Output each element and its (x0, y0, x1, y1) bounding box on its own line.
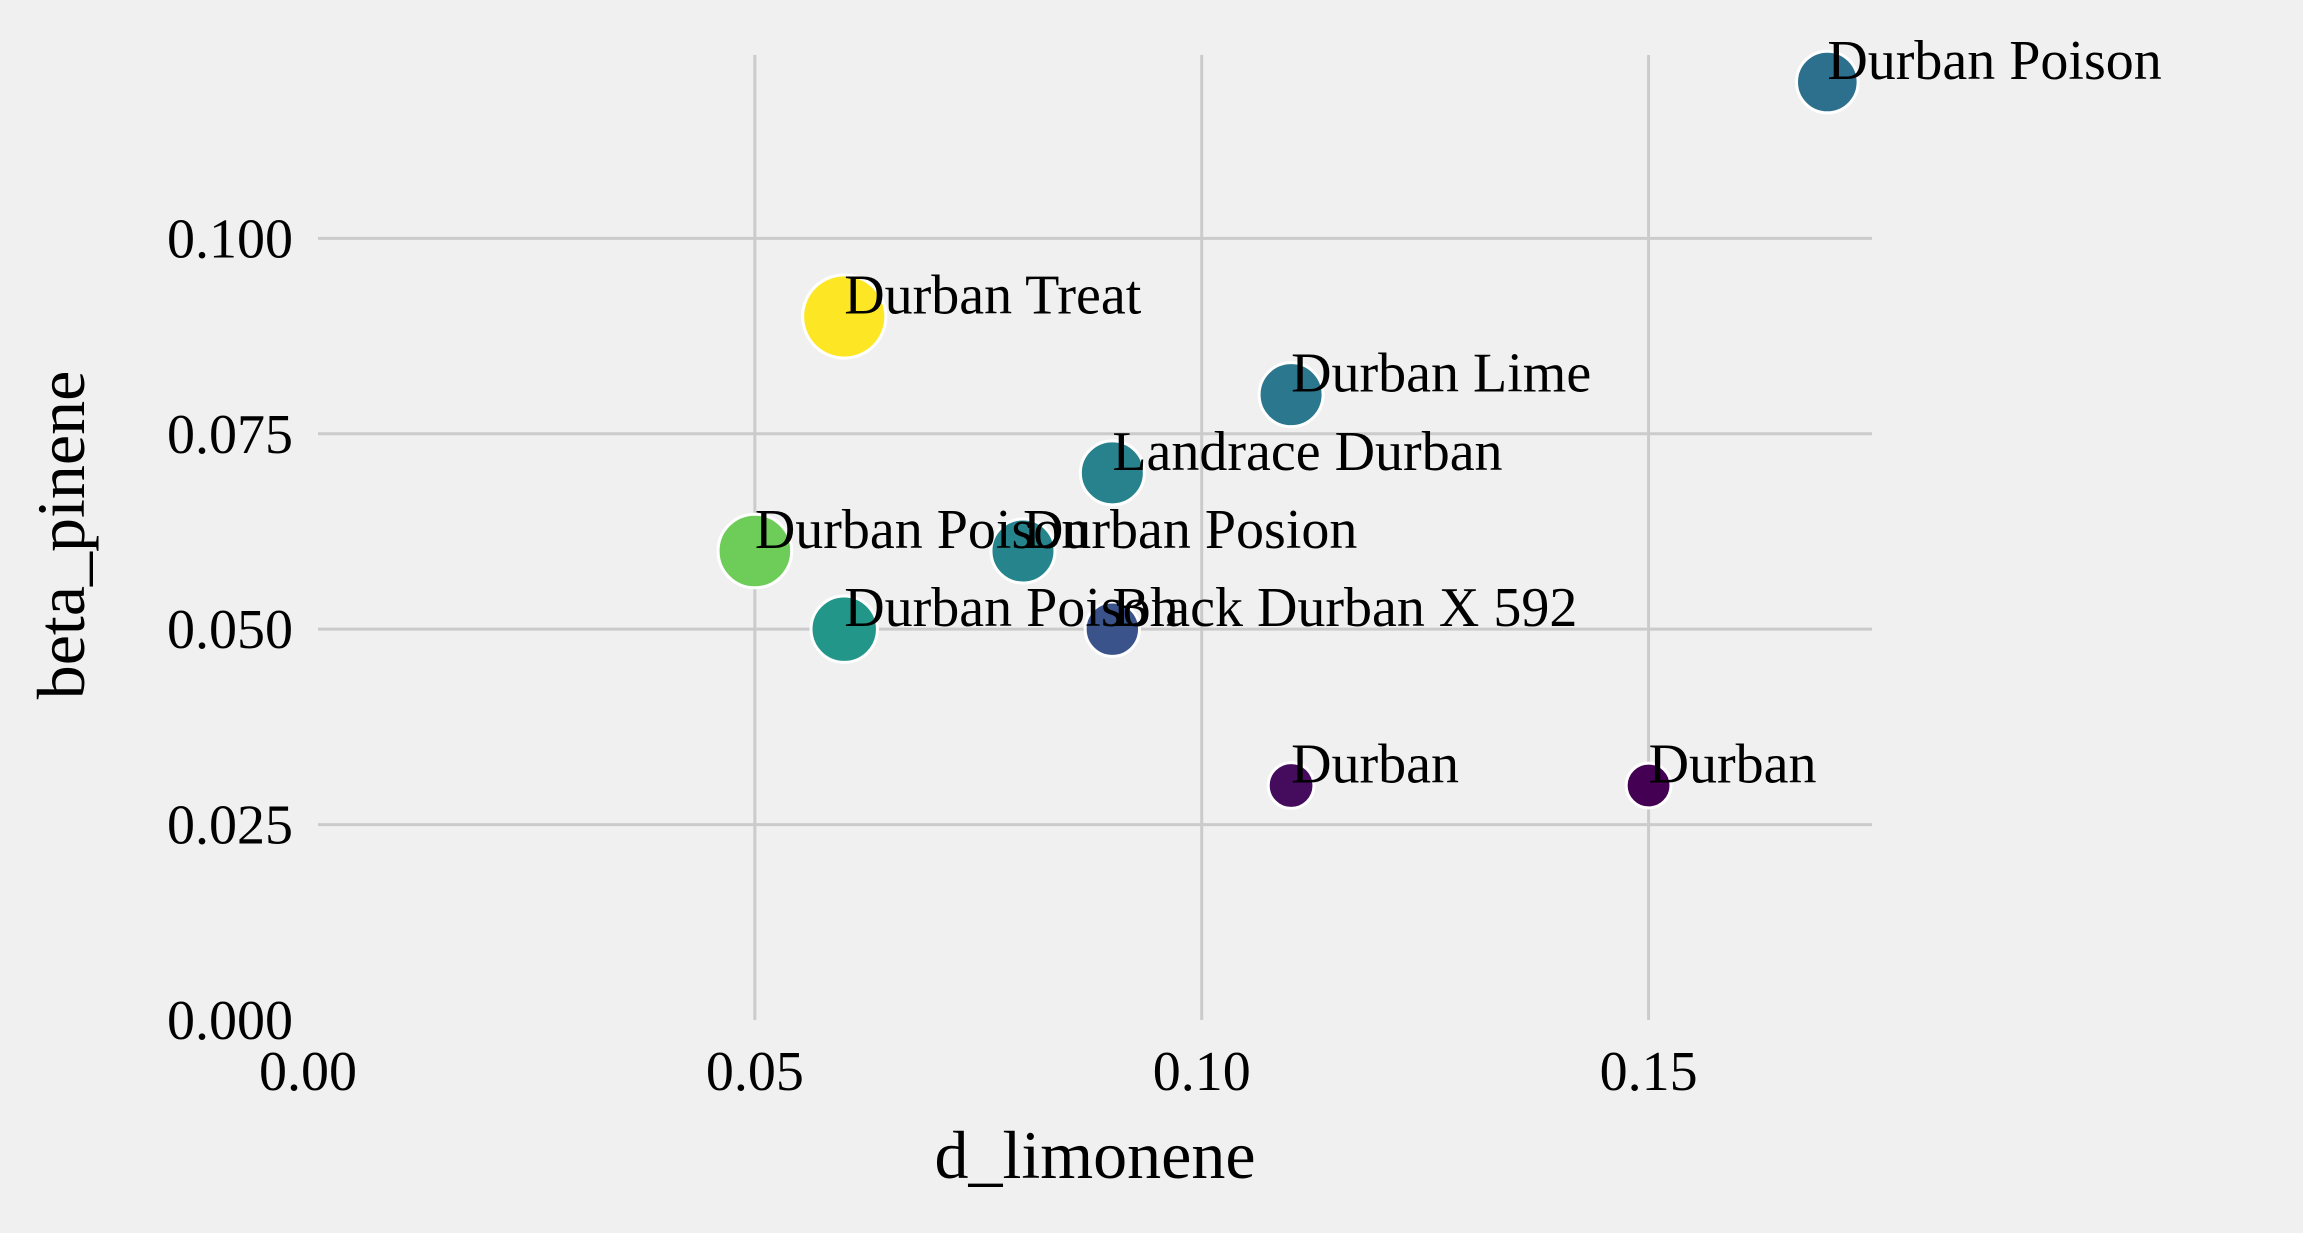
scatter-point (1257, 361, 1325, 429)
y-tick-label: 0.100 (167, 208, 293, 270)
label-layer: Durban Poison Durban Treat Durban Lime Land… (755, 30, 2162, 796)
point-label: Durban Poison (844, 577, 1178, 639)
x-tick-label: 0.05 (706, 1041, 804, 1103)
point-label: Durban (1649, 734, 1817, 796)
point-label: Landrace Durban (1112, 421, 1502, 483)
point-label: Durban Lime (1291, 343, 1591, 405)
x-tick-label: 0.00 (259, 1041, 357, 1103)
y-tick-label: 0.050 (167, 599, 293, 661)
point-label: Durban (1291, 734, 1459, 796)
scatter-point (801, 273, 888, 360)
point-layer (716, 49, 1860, 810)
scatter-point (809, 594, 879, 664)
y-tick-label: 0.025 (167, 795, 293, 857)
y-axis-title: beta_pinene (23, 371, 99, 700)
scatter-point (989, 517, 1057, 585)
scatter-point (1624, 761, 1673, 810)
x-tick-label: 0.15 (1600, 1041, 1698, 1103)
scatter-point (1083, 600, 1142, 658)
point-label: Durban Treat (844, 265, 1142, 327)
x-tick-label: 0.10 (1153, 1041, 1251, 1103)
scatter-point (1266, 761, 1316, 810)
scatter-point (1078, 439, 1146, 507)
scatter-point (716, 512, 794, 590)
scatter-point (1795, 49, 1860, 115)
point-label: Black Durban X 592 (1112, 577, 1577, 639)
point-label: Durban Poison (1827, 30, 2161, 92)
point-label: Durban Posion (1023, 499, 1357, 561)
x-axis-title: d_limonene (934, 1117, 1255, 1193)
y-tick-label: 0.000 (167, 990, 293, 1052)
point-label: Durban Poison (755, 499, 1089, 561)
y-tick-label: 0.075 (167, 404, 293, 466)
tick-layer: 0.00 0.05 0.10 0.15 0.000 0.025 0.050 0.075 0.10… (167, 208, 1698, 1103)
